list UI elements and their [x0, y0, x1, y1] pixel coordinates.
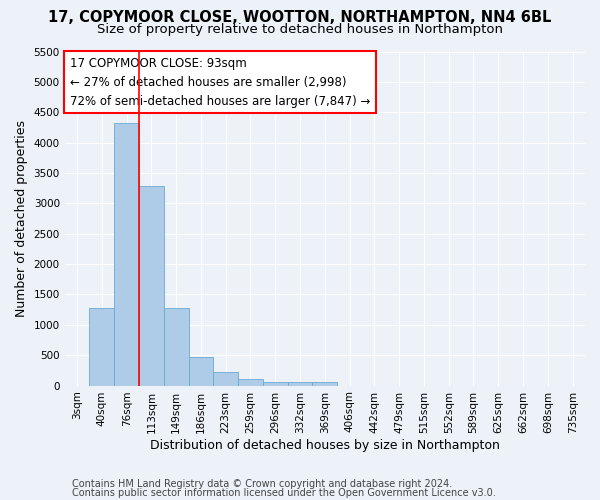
X-axis label: Distribution of detached houses by size in Northampton: Distribution of detached houses by size …	[150, 440, 500, 452]
Bar	[287, 382, 313, 386]
Y-axis label: Number of detached properties: Number of detached properties	[15, 120, 28, 317]
Text: Size of property relative to detached houses in Northampton: Size of property relative to detached ho…	[97, 22, 503, 36]
Bar	[164, 308, 188, 386]
Bar	[188, 357, 214, 386]
Bar	[139, 186, 164, 386]
Bar	[313, 382, 337, 386]
Text: 17, COPYMOOR CLOSE, WOOTTON, NORTHAMPTON, NN4 6BL: 17, COPYMOOR CLOSE, WOOTTON, NORTHAMPTON…	[49, 10, 551, 25]
Text: 17 COPYMOOR CLOSE: 93sqm
← 27% of detached houses are smaller (2,998)
72% of sem: 17 COPYMOOR CLOSE: 93sqm ← 27% of detach…	[70, 56, 370, 108]
Text: Contains public sector information licensed under the Open Government Licence v3: Contains public sector information licen…	[72, 488, 496, 498]
Text: Contains HM Land Registry data © Crown copyright and database right 2024.: Contains HM Land Registry data © Crown c…	[72, 479, 452, 489]
Bar	[238, 380, 263, 386]
Bar	[114, 122, 139, 386]
Bar	[263, 382, 287, 386]
Bar	[89, 308, 114, 386]
Bar	[214, 372, 238, 386]
